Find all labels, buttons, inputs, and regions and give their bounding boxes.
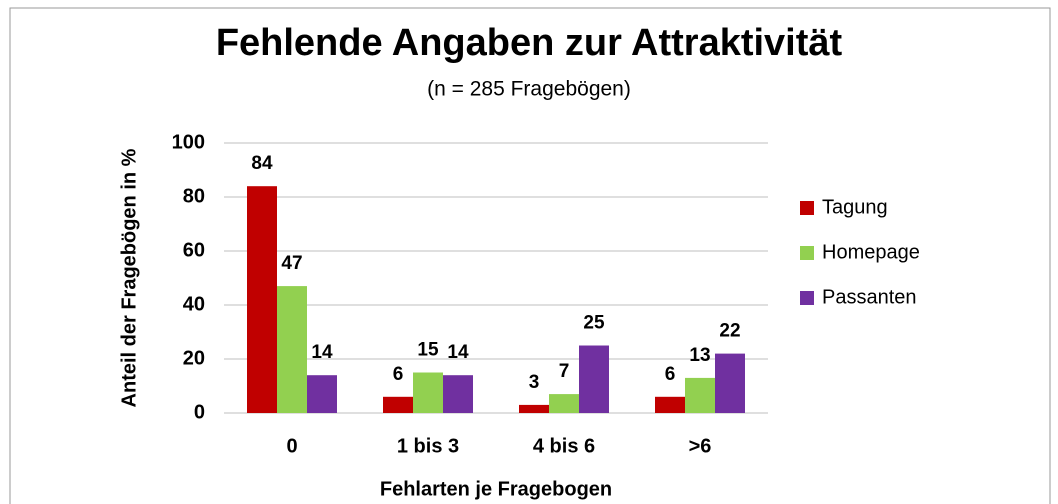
data-label: 13 — [689, 345, 710, 366]
bar — [715, 353, 745, 413]
bar — [307, 375, 337, 413]
y-tick-label: 100 — [172, 131, 205, 153]
y-tick-label: 20 — [183, 347, 205, 369]
chart-title: Fehlende Angaben zur Attraktivität — [216, 22, 843, 64]
x-tick-label: 0 — [286, 435, 297, 457]
bar — [579, 345, 609, 413]
data-label: 7 — [559, 361, 570, 382]
data-label: 6 — [665, 364, 676, 385]
data-label: 14 — [447, 342, 469, 363]
bar — [277, 286, 307, 413]
data-label: 22 — [719, 321, 740, 342]
bar — [443, 375, 473, 413]
bar — [549, 394, 579, 413]
data-label: 47 — [281, 253, 302, 274]
bar — [519, 404, 549, 413]
legend-label: Tagung — [822, 196, 888, 218]
bar — [247, 186, 277, 413]
bar — [383, 396, 413, 413]
y-axis-title: Anteil der Fragebögen in % — [118, 148, 140, 407]
bar — [685, 377, 715, 413]
x-tick-label: >6 — [689, 435, 712, 457]
y-tick-label: 60 — [183, 239, 205, 261]
legend-swatch — [800, 291, 814, 305]
x-tick-label: 1 bis 3 — [397, 435, 459, 457]
data-label: 6 — [393, 364, 404, 385]
bar — [655, 396, 685, 413]
bar — [413, 372, 443, 413]
chart-subtitle: (n = 285 Fragebögen) — [427, 78, 631, 101]
x-tick-label: 4 bis 6 — [533, 435, 595, 457]
legend-label: Homepage — [822, 241, 920, 263]
data-label: 3 — [529, 372, 540, 393]
x-axis-title: Fehlarten je Fragebogen — [380, 478, 612, 500]
legend-swatch — [800, 246, 814, 260]
data-label: 15 — [417, 340, 439, 361]
data-label: 84 — [251, 153, 273, 174]
data-label: 14 — [311, 342, 333, 363]
chart-frame — [9, 7, 1051, 504]
y-tick-label: 40 — [183, 293, 205, 315]
data-label: 25 — [583, 313, 605, 334]
legend-label: Passanten — [822, 286, 917, 308]
y-tick-label: 80 — [183, 185, 205, 207]
legend-swatch — [800, 201, 814, 215]
y-tick-label: 0 — [194, 401, 205, 423]
